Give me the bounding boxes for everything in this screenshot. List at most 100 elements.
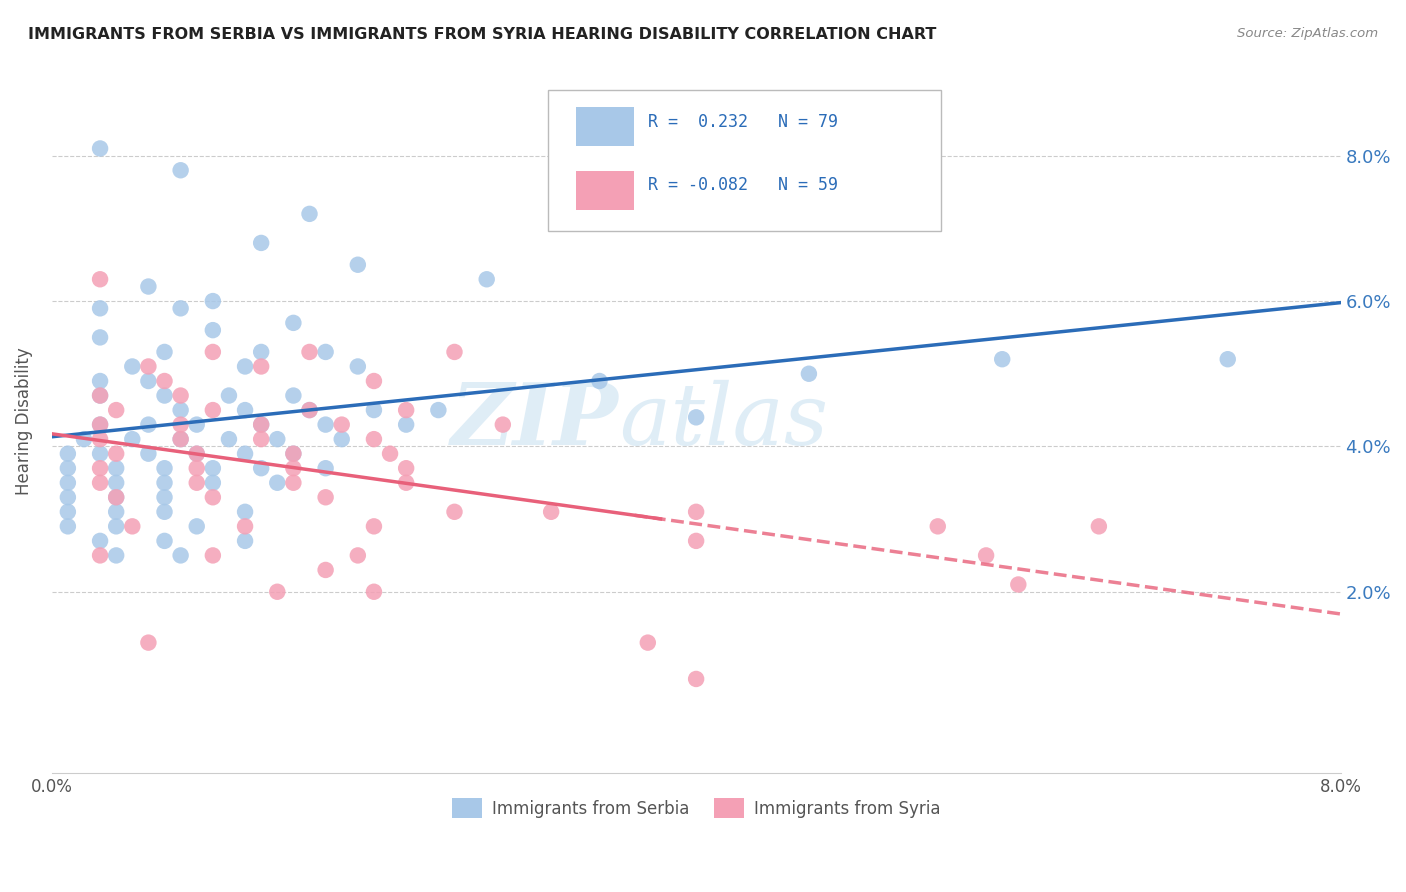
Point (363, 432, 385, 446)
Point (169, 432, 191, 446)
Point (169, 403, 191, 417)
Point (250, 359, 273, 374)
Point (250, 432, 273, 446)
Point (201, 461, 224, 475)
Point (363, 519, 385, 533)
Bar (576, 107, 634, 146)
Point (89, 461, 111, 475)
Point (201, 294, 224, 309)
Point (218, 432, 240, 446)
Point (186, 475, 208, 490)
Point (138, 417, 160, 432)
Point (685, 533, 707, 548)
Point (797, 367, 820, 381)
Point (138, 279, 160, 293)
Point (169, 163, 191, 178)
Point (685, 672, 707, 686)
Point (169, 388, 191, 402)
Point (218, 388, 240, 402)
Point (298, 403, 321, 417)
Point (121, 359, 143, 374)
Point (298, 207, 321, 221)
Point (169, 301, 191, 316)
Point (105, 461, 128, 475)
Point (186, 447, 208, 461)
Point (974, 549, 997, 563)
Text: R = -0.082   N = 59: R = -0.082 N = 59 (648, 177, 838, 194)
Point (315, 417, 337, 432)
Point (283, 475, 305, 490)
Point (105, 447, 128, 461)
Point (73, 432, 96, 446)
Point (233, 519, 256, 533)
Point (153, 345, 176, 359)
Point (266, 432, 288, 446)
Point (56, 447, 79, 461)
Point (492, 417, 515, 432)
Point (363, 374, 385, 388)
Point (330, 432, 353, 446)
Point (315, 490, 337, 504)
Point (1007, 577, 1029, 591)
Point (153, 533, 176, 548)
Point (250, 235, 273, 250)
Point (105, 475, 128, 490)
Point (233, 447, 256, 461)
Point (105, 549, 128, 563)
FancyBboxPatch shape (548, 90, 941, 231)
Point (685, 505, 707, 519)
Point (283, 316, 305, 330)
Point (153, 388, 176, 402)
Point (266, 584, 288, 599)
Point (89, 549, 111, 563)
Point (233, 403, 256, 417)
Point (56, 519, 79, 533)
Point (233, 359, 256, 374)
Point (186, 417, 208, 432)
Point (186, 461, 208, 475)
Point (315, 345, 337, 359)
Point (250, 345, 273, 359)
Point (266, 475, 288, 490)
Point (89, 330, 111, 344)
Point (540, 505, 562, 519)
Point (186, 519, 208, 533)
Point (153, 374, 176, 388)
Point (186, 447, 208, 461)
Point (201, 490, 224, 504)
Point (475, 272, 498, 286)
Point (201, 475, 224, 490)
Point (138, 374, 160, 388)
Point (169, 432, 191, 446)
Point (283, 388, 305, 402)
Point (89, 374, 111, 388)
Point (138, 359, 160, 374)
Point (153, 475, 176, 490)
Point (395, 461, 418, 475)
Point (315, 461, 337, 475)
Point (588, 374, 610, 388)
Point (1088, 519, 1111, 533)
Point (56, 490, 79, 504)
Point (138, 635, 160, 649)
Point (89, 388, 111, 402)
Point (89, 432, 111, 446)
Point (56, 475, 79, 490)
Text: Source: ZipAtlas.com: Source: ZipAtlas.com (1237, 27, 1378, 40)
Point (201, 403, 224, 417)
Point (315, 563, 337, 577)
Point (201, 549, 224, 563)
Point (56, 505, 79, 519)
Point (685, 410, 707, 425)
Point (250, 417, 273, 432)
Point (201, 323, 224, 337)
Point (233, 533, 256, 548)
Point (378, 447, 401, 461)
Point (105, 490, 128, 504)
Point (89, 417, 111, 432)
Point (298, 345, 321, 359)
Point (637, 635, 659, 649)
Point (153, 490, 176, 504)
Point (927, 519, 949, 533)
Point (991, 352, 1014, 367)
